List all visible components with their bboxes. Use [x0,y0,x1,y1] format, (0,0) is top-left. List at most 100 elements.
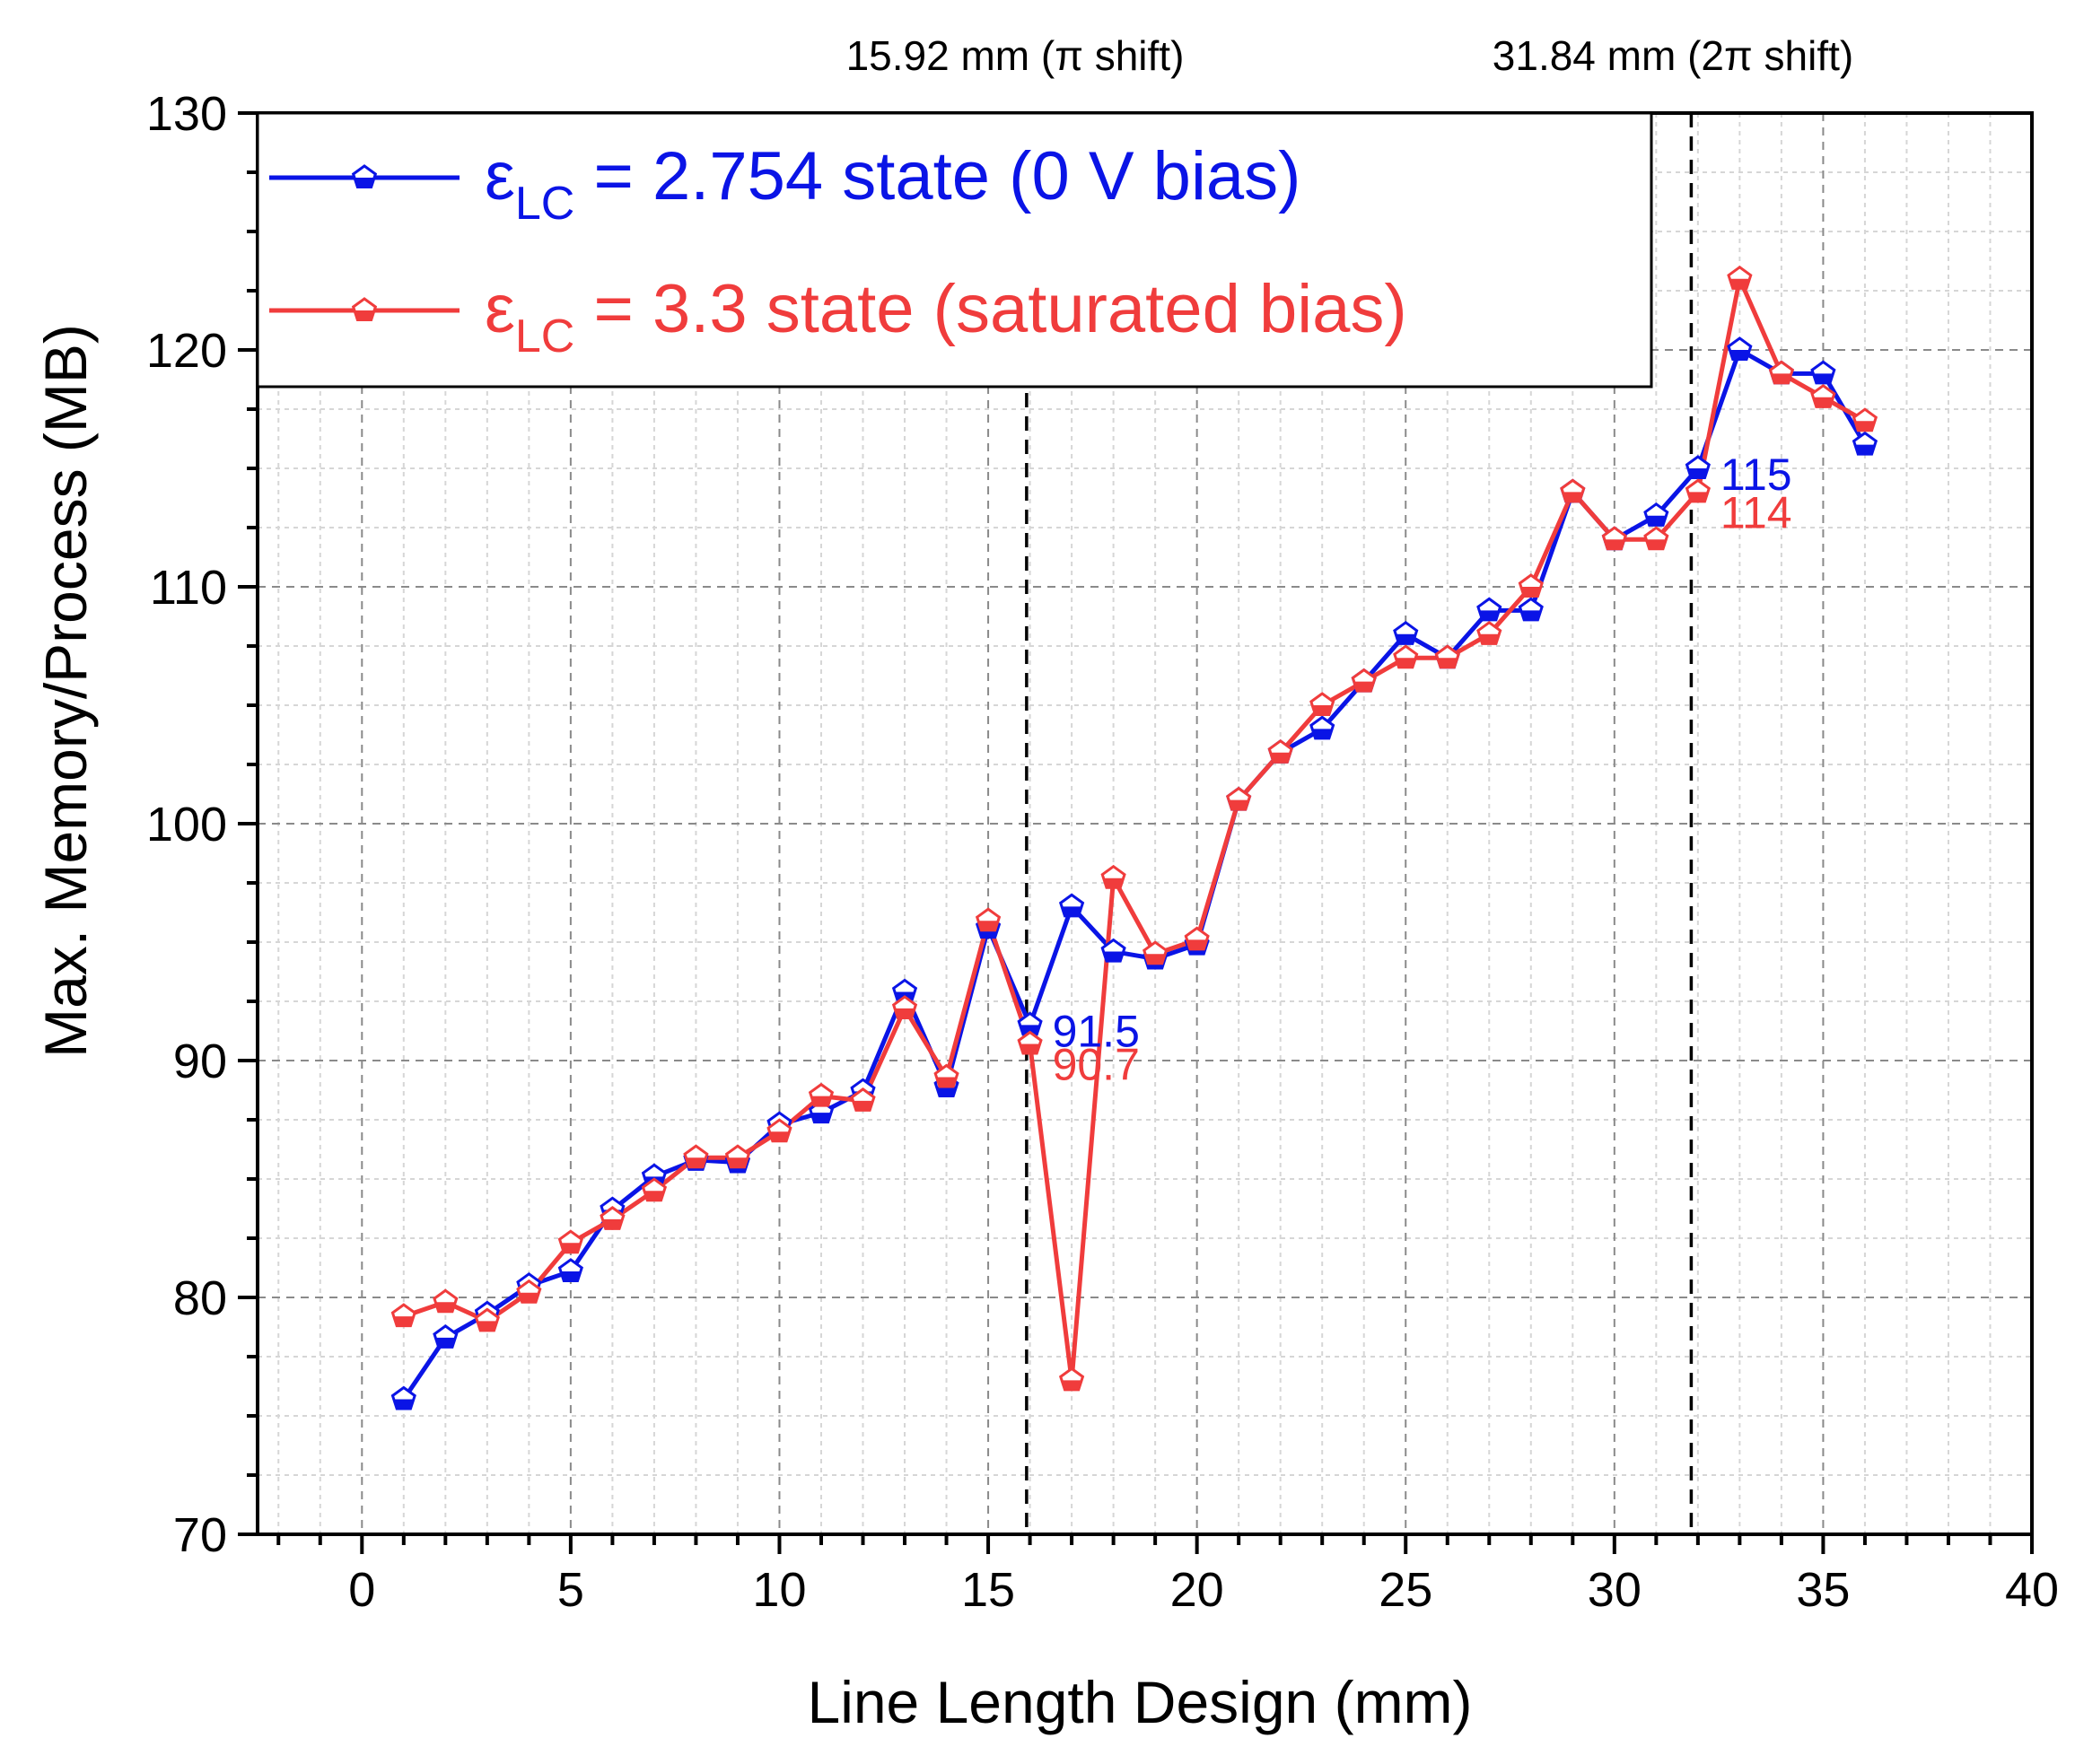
marker-outline [641,1177,668,1202]
marker-outline [1351,668,1377,693]
marker-outline [433,1324,459,1349]
marker-outline [600,1206,626,1230]
marker-outline [557,1258,584,1282]
legend: εLC = 2.754 state (0 V bias) εLC = 3.3 s… [256,111,1653,389]
marker-bottom [893,1008,916,1018]
marker-bottom [1477,633,1501,644]
marker-bottom [1060,906,1083,916]
x-tick-label: 15 [961,1563,1015,1617]
data-label-114: 114 [1720,487,1792,537]
marker-outline [351,297,378,322]
marker-bottom [976,921,1000,930]
series-1-point [1017,1030,1043,1055]
series-1-point [933,1063,959,1088]
marker-bottom [768,1131,791,1141]
marker-outline [1810,383,1836,408]
series-1-point [1810,383,1836,408]
series-1-point [1226,786,1252,811]
series-1-point [850,1087,876,1112]
marker-bottom [1853,421,1877,431]
marker-bottom [559,1243,582,1253]
data-label-90-7: 90.7 [1053,1040,1140,1090]
series-layer [390,265,1878,1410]
legend-label-0: εLC = 2.754 state (0 V bias) [485,138,1300,230]
x-tick-label: 5 [557,1563,584,1617]
marker-outline [1643,502,1669,527]
y-tick-label: 70 [173,1508,227,1562]
series-0-point [1643,502,1669,527]
y-tick-label: 110 [150,561,227,615]
marker-bottom [1770,373,1793,383]
series-1-point [683,1144,709,1169]
series-0-point [390,1385,416,1410]
series-1-point [1309,692,1335,717]
series-1-point [1184,926,1210,951]
series-0-point [433,1324,459,1349]
series-1-point [1727,265,1753,290]
marker-bottom [1644,515,1668,526]
marker-bottom [1644,539,1668,549]
series-1-point [433,1288,459,1314]
series-0-point [1058,893,1085,918]
marker-outline [1100,938,1126,963]
marker-bottom [476,1321,499,1331]
marker-outline [683,1144,709,1169]
marker-bottom [1853,444,1877,455]
marker-outline [891,995,918,1019]
series-0-point [1518,597,1544,622]
series-1-point [1518,573,1544,598]
reference-label-pi: 15.92 mm (π shift) [846,32,1185,79]
series-1-point [1100,864,1126,889]
marker-outline [1601,526,1627,551]
marker-bottom [601,1218,624,1229]
marker-bottom [1186,939,1208,949]
marker-bottom [353,310,376,320]
marker-bottom [1353,681,1376,692]
marker-outline [351,164,378,189]
marker-outline [1267,738,1293,764]
marker-bottom [1603,539,1626,549]
series-0-point [1727,336,1753,362]
series-0-point [1685,455,1711,480]
series-0-point [1476,597,1502,622]
marker-outline [933,1063,959,1088]
legend-entry-0: εLC = 2.754 state (0 V bias) [269,138,1300,230]
series-1-point [1351,668,1377,693]
marker-outline [1184,926,1210,951]
marker-bottom [1394,658,1417,668]
marker-outline [1393,644,1419,669]
marker-outline [1309,692,1335,717]
legend-marker-1 [351,297,378,322]
marker-outline [850,1087,876,1112]
marker-outline [557,1229,584,1254]
series-0-point [1100,938,1126,963]
series-1-point [808,1082,835,1107]
x-tick-label: 20 [1170,1563,1224,1617]
marker-outline [1852,407,1878,432]
marker-bottom [1102,951,1125,962]
marker-outline [1810,360,1836,385]
legend-box [256,111,1653,389]
marker-outline [433,1288,459,1314]
series-1-point [1476,620,1502,645]
marker-bottom [1812,373,1834,383]
marker-outline [1143,940,1169,965]
axis-ticks [238,111,2034,1554]
y-tick-label: 80 [173,1271,227,1325]
series-1-point [557,1229,584,1254]
marker-bottom [1310,729,1334,738]
data-label-91-5: 91.5 [1053,1006,1140,1056]
data-label-115: 115 [1720,450,1792,500]
reference-label-2pi: 31.84 mm (2π shift) [1493,32,1853,79]
series-1-point [1643,526,1669,551]
marker-outline [1226,786,1252,811]
series-1-point [1685,478,1711,503]
marker-bottom [685,1157,707,1167]
x-tick-label: 10 [752,1563,806,1617]
marker-outline [1685,455,1711,480]
marker-outline [808,1099,835,1124]
legend-marker-shape-1 [351,297,378,322]
marker-outline [808,1082,835,1107]
marker-outline [1100,864,1126,889]
